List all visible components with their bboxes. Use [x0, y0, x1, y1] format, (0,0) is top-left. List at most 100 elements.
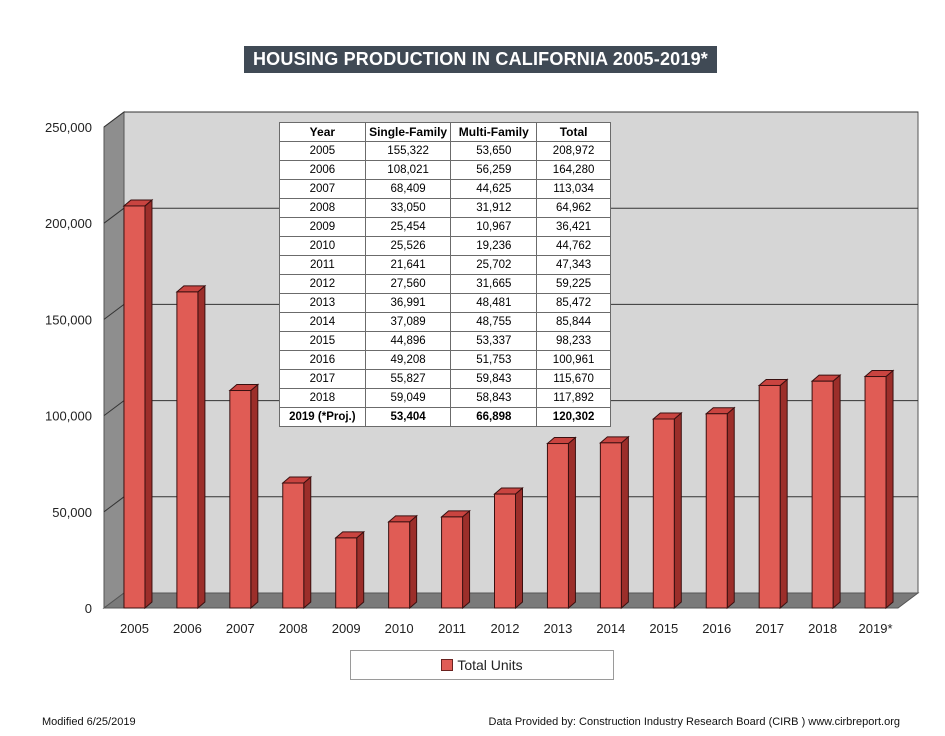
table-row: 2018 59,049 58,843 117,892: [279, 388, 611, 408]
bar: [652, 418, 675, 609]
table-cell: 2009: [279, 217, 366, 237]
table-cell: 44,896: [364, 331, 452, 351]
y-tick-label: 200,000: [45, 216, 92, 231]
grid-line-side: [103, 400, 125, 417]
table-row: 2013 36,991 48,481 85,472: [279, 293, 611, 313]
y-tick-label: 50,000: [52, 505, 92, 520]
y-tick-label: 150,000: [45, 312, 92, 327]
table-cell: 85,472: [536, 293, 611, 313]
bar: [441, 516, 464, 609]
side-wall: [103, 111, 125, 609]
bar: [494, 493, 516, 609]
table-cell: 53,404: [364, 407, 452, 427]
table-cell: 68,409: [364, 179, 452, 199]
table-header-multi-family: Multi-Family: [450, 122, 538, 142]
x-tick-label: 2018: [808, 621, 837, 636]
table-cell: 48,755: [450, 312, 538, 332]
table-cell: 25,526: [364, 236, 452, 256]
table-cell: 2013: [279, 293, 366, 313]
y-tick-label: 250,000: [45, 120, 92, 135]
bar-side: [250, 383, 259, 610]
legend-swatch: [441, 659, 454, 671]
table-cell: 59,049: [364, 388, 452, 408]
legend-label: Total Units: [457, 657, 523, 673]
table-cell: 2012: [279, 274, 366, 294]
x-tick-label: 2019*: [859, 621, 893, 636]
x-tick-label: 2016: [702, 621, 731, 636]
bar-side: [779, 378, 788, 610]
table-cell: 56,259: [450, 160, 538, 180]
table-cell: 48,481: [450, 293, 538, 313]
table-cell: 33,050: [364, 198, 452, 218]
table-cell: 2006: [279, 160, 366, 180]
table-cell: 2016: [279, 350, 366, 370]
bar: [705, 413, 728, 609]
table-header-row: Year Single-Family Multi-Family Total: [279, 122, 611, 142]
bar: [864, 376, 887, 609]
x-axis-ticks: 2005 2006 2007 2008 2009 2010 2011 2012 2013 2014…: [120, 621, 893, 636]
table-cell: 27,560: [364, 274, 452, 294]
table-cell: 2010: [279, 236, 366, 256]
bar: [335, 537, 358, 609]
table-cell: 31,912: [450, 198, 538, 218]
y-axis-ticks: 0 50,000 100,000 150,000 200,000 250,000: [45, 120, 92, 616]
table-cell: 37,089: [364, 312, 452, 332]
table-cell: 59,225: [536, 274, 611, 294]
bar: [229, 390, 252, 609]
bar-side: [620, 435, 629, 610]
table-row: 2016 49,208 51,753 100,961: [279, 350, 611, 370]
table-row: 2005 155,322 53,650 208,972: [279, 141, 611, 161]
table-row: 2007 68,409 44,625 113,034: [279, 179, 611, 199]
table-cell: 44,625: [450, 179, 538, 199]
table-header-single-family: Single-Family: [364, 122, 452, 142]
y-tick-label: 100,000: [45, 409, 92, 424]
bar: [123, 205, 146, 609]
table-cell: 117,892: [536, 388, 611, 408]
bar-side: [462, 509, 471, 610]
table-cell: 66,898: [450, 407, 538, 427]
table-cell: 64,962: [536, 198, 611, 218]
x-tick-label: 2011: [438, 621, 466, 636]
bar: [546, 443, 569, 609]
y-tick-label: 0: [85, 601, 92, 616]
x-tick-label: 2005: [120, 621, 149, 636]
table-cell: 115,670: [536, 369, 611, 389]
bar: [282, 482, 305, 609]
x-tick-label: 2015: [649, 621, 678, 636]
table-cell: 53,337: [450, 331, 538, 351]
chart-title: HOUSING PRODUCTION IN CALIFORNIA 2005-20…: [244, 46, 717, 73]
table-cell: 2008: [279, 198, 366, 218]
table-cell: 31,665: [450, 274, 538, 294]
table-cell: 49,208: [364, 350, 452, 370]
x-tick-label: 2007: [226, 621, 255, 636]
x-tick-label: 2008: [279, 621, 308, 636]
table-cell: 44,762: [536, 236, 611, 256]
table-header-total: Total: [536, 122, 611, 142]
table-cell: 47,343: [536, 255, 611, 275]
bar-side: [356, 530, 365, 610]
table-cell: 51,753: [450, 350, 538, 370]
table-cell: 208,972: [536, 141, 611, 161]
bar-side: [885, 369, 894, 610]
table-row: 2015 44,896 53,337 98,233: [279, 331, 611, 351]
table-cell: 98,233: [536, 331, 611, 351]
bar: [388, 521, 411, 609]
table-row: 2012 27,560 31,665 59,225: [279, 274, 611, 294]
table-cell: 2018: [279, 388, 366, 408]
bar-side: [832, 374, 841, 610]
table-cell: 2015: [279, 331, 366, 351]
table-row: 2006 108,021 56,259 164,280: [279, 160, 611, 180]
data-source: Data Provided by: Construction Industry …: [488, 716, 900, 728]
grid-line-side: [103, 496, 125, 513]
bar: [176, 291, 199, 609]
table-cell: 120,302: [536, 407, 611, 427]
table-row: 2011 21,641 25,702 47,343: [279, 255, 611, 275]
table-cell: 21,641: [364, 255, 452, 275]
table-cell: 53,650: [450, 141, 538, 161]
x-tick-label: 2009: [332, 621, 361, 636]
bar-side: [515, 486, 523, 610]
x-tick-label: 2017: [755, 621, 784, 636]
table-cell: 25,454: [364, 217, 452, 237]
table-row: 2019 (*Proj.) 53,404 66,898 120,302: [279, 407, 611, 427]
table-header-year: Year: [279, 122, 366, 142]
